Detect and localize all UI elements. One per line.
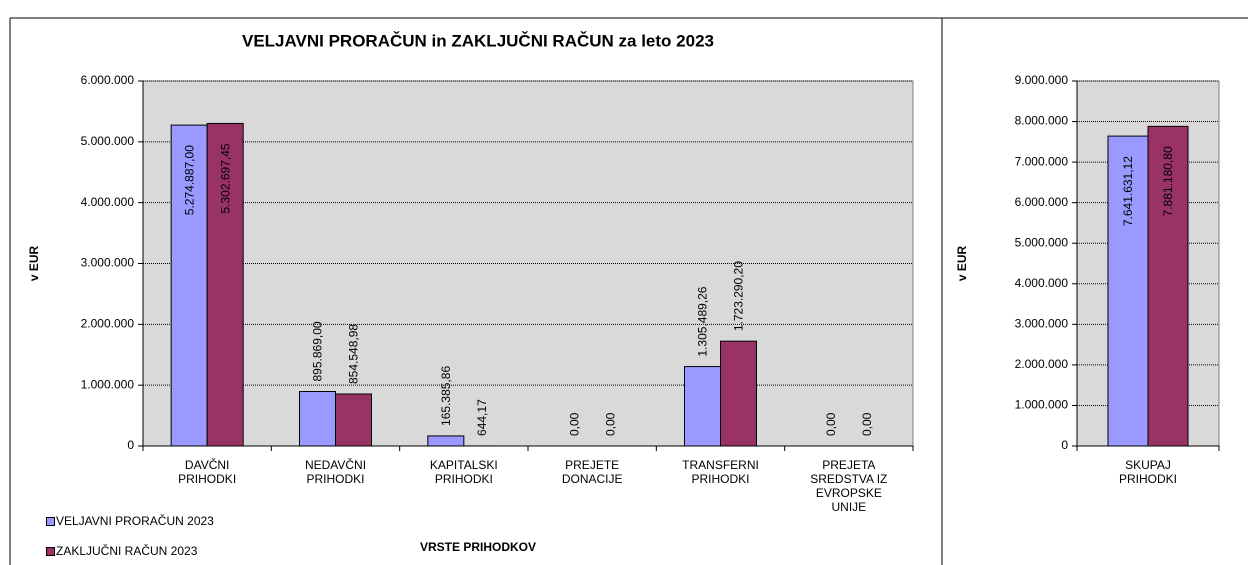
x-axis-label: VRSTE PRIHODKOV xyxy=(420,540,536,554)
bar xyxy=(1147,125,1189,447)
y-tick-label: 4.000.000 xyxy=(81,195,135,209)
bar xyxy=(335,393,372,447)
y-tick-label: 2.000.000 xyxy=(81,317,135,331)
bar xyxy=(684,366,721,447)
x-tick-label: DAVČNI PRIHODKI xyxy=(178,458,237,486)
x-tick-label: TRANSFERNI PRIHODKI xyxy=(682,458,759,486)
bar xyxy=(299,391,336,447)
value-label: 0,00 xyxy=(860,412,874,436)
legend-item: VELJAVNI PRORAČUN 2023 xyxy=(46,514,214,528)
value-label: 165.385,86 xyxy=(439,366,453,426)
legend-label: VELJAVNI PRORAČUN 2023 xyxy=(56,514,214,528)
value-label: 1.305.489,26 xyxy=(696,286,710,356)
y-tick-label: 0 xyxy=(1061,438,1068,452)
value-label: 895.869,00 xyxy=(311,321,325,381)
value-label: 0,00 xyxy=(567,412,581,436)
x-tick-label: NEDAVČNI PRIHODKI xyxy=(304,458,367,486)
value-label: 0,00 xyxy=(824,412,838,436)
value-label: 0,00 xyxy=(603,412,617,436)
bar xyxy=(427,435,465,447)
x-tick-label: KAPITALSKI PRIHODKI xyxy=(429,458,498,486)
x-tick-label: SKUPAJ PRIHODKI xyxy=(1118,458,1177,486)
bar xyxy=(206,122,244,447)
y-tick-label: 9.000.000 xyxy=(1015,73,1069,87)
y-tick-label: 1.000.000 xyxy=(81,377,135,391)
bar xyxy=(170,124,208,447)
bar xyxy=(1107,135,1149,447)
legend-swatch xyxy=(46,516,55,526)
y-axis-label: v EUR xyxy=(955,245,969,281)
value-label: 854.548,98 xyxy=(347,324,361,384)
value-label: 7.881.180,80 xyxy=(1161,146,1175,216)
y-tick-label: 0 xyxy=(127,438,134,452)
bar xyxy=(720,340,757,447)
value-label: 5.274.887,00 xyxy=(182,145,196,215)
y-tick-label: 3.000.000 xyxy=(1015,317,1069,331)
y-tick-label: 3.000.000 xyxy=(81,256,135,270)
y-tick-label: 6.000.000 xyxy=(1015,195,1069,209)
y-tick-label: 2.000.000 xyxy=(1015,357,1069,371)
y-tick-label: 5.000.000 xyxy=(1015,235,1069,249)
value-label: 1.723.290,20 xyxy=(732,261,746,331)
legend-label: ZAKLJUČNI RAČUN 2023 xyxy=(56,544,198,558)
chart-title: VELJAVNI PRORAČUN in ZAKLJUČNI RAČUN za … xyxy=(242,31,714,50)
value-label: 5.302.697,45 xyxy=(218,143,232,213)
y-axis-label: v EUR xyxy=(27,245,41,281)
x-tick-label: PREJETE DONACIJE xyxy=(561,458,623,486)
y-tick-label: 8.000.000 xyxy=(1015,114,1069,128)
legend-swatch xyxy=(46,546,55,556)
y-tick-label: 4.000.000 xyxy=(1015,276,1069,290)
y-tick-label: 6.000.000 xyxy=(81,73,135,87)
value-label: 7.641.631,12 xyxy=(1121,156,1135,226)
y-tick-label: 1.000.000 xyxy=(1015,398,1069,412)
x-tick-label: PREJETA SREDSTVA IZ EVROPSKE UNIJE xyxy=(810,458,888,514)
value-label: 644,17 xyxy=(475,399,489,436)
legend-item: ZAKLJUČNI RAČUN 2023 xyxy=(46,544,197,558)
y-tick-label: 5.000.000 xyxy=(81,134,135,148)
y-tick-label: 7.000.000 xyxy=(1015,154,1069,168)
